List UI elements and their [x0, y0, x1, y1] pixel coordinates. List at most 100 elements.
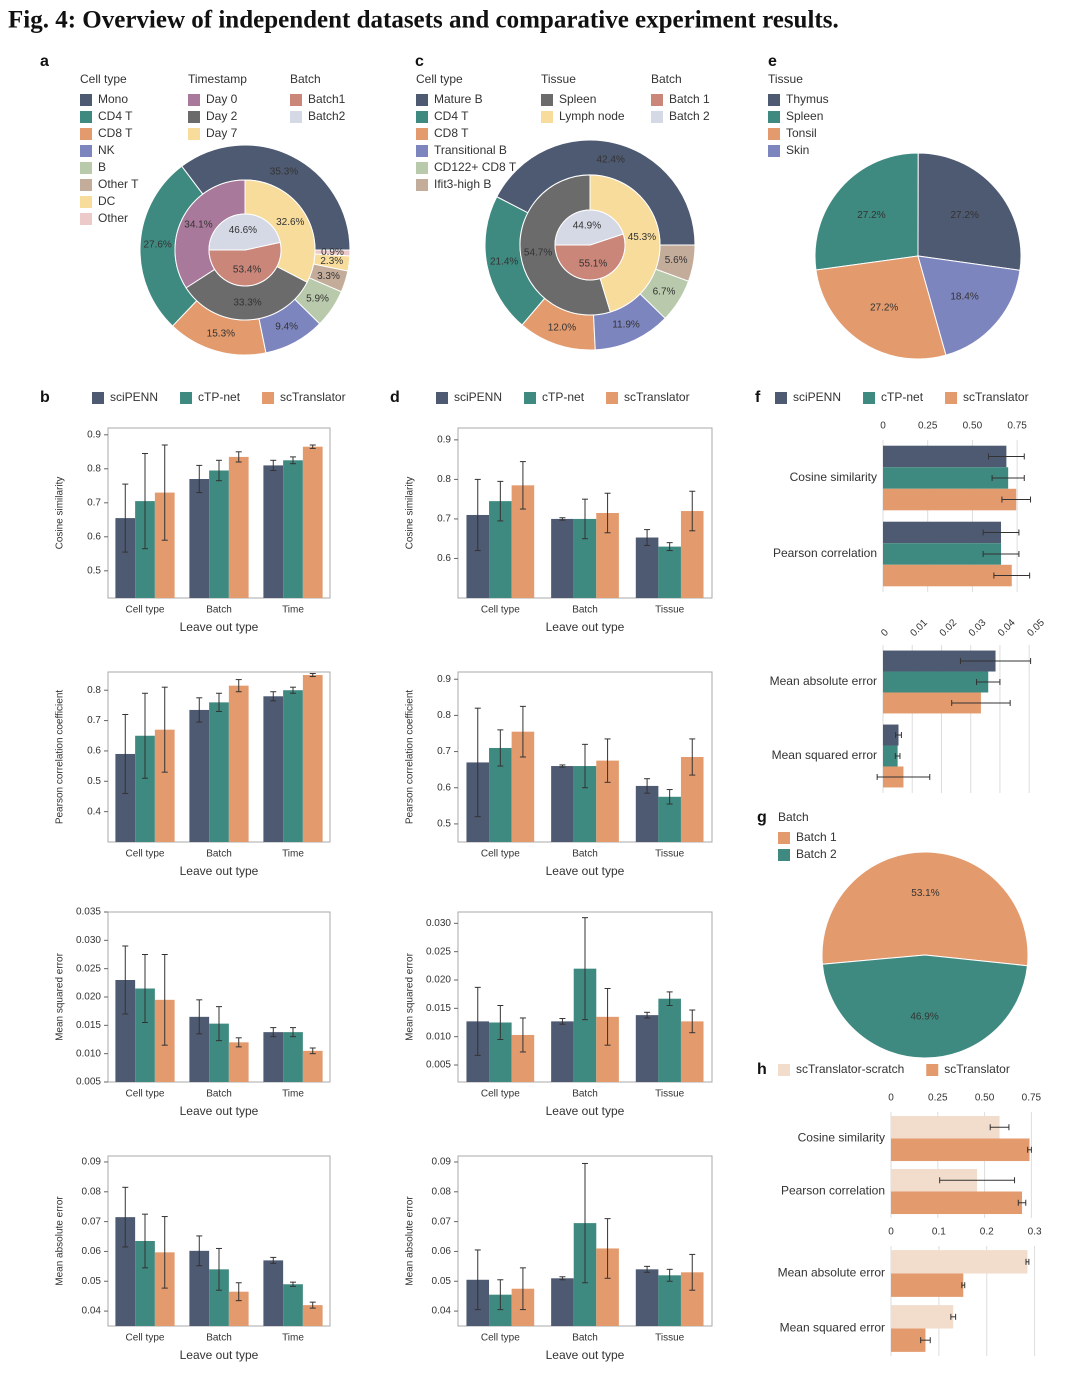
legend-label: CD122+ CD8 T: [434, 160, 517, 174]
y-tick-label: 0.030: [76, 935, 101, 946]
legend-label: scTranslator-scratch: [796, 1062, 904, 1076]
legend-label: Other T: [98, 177, 139, 191]
x-tick-label: Cell type: [481, 1089, 520, 1100]
slice-label: 42.4%: [597, 155, 625, 166]
slice-label: 21.4%: [490, 257, 518, 268]
y-tick-label: 0.8: [437, 710, 451, 721]
slice-label: 53.4%: [233, 264, 261, 275]
y-tick-label: 0.025: [426, 946, 451, 957]
y-tick-label: 0.05: [82, 1276, 102, 1287]
bar: [283, 460, 303, 598]
y-tick-label: 0.09: [82, 1157, 102, 1168]
legend-swatch: [80, 145, 92, 157]
legend-swatch: [863, 392, 876, 404]
legend-swatch: [541, 94, 553, 106]
bar: [263, 465, 284, 598]
legend-swatch: [290, 111, 302, 123]
legend-label: CD4 T: [434, 109, 469, 123]
y-tick-label: 0.7: [437, 514, 451, 525]
bar: [115, 980, 136, 1082]
bar: [115, 518, 136, 598]
slice-label: 32.6%: [276, 217, 304, 228]
y-tick-label: 0.06: [82, 1246, 102, 1257]
slice: [815, 255, 947, 360]
bar: [489, 501, 512, 598]
legend-label: sciPENN: [110, 390, 158, 404]
panel-letter: f: [755, 389, 761, 406]
x-tick-label: Tissue: [655, 605, 685, 616]
x-tick-label: Batch: [206, 849, 232, 860]
y-tick-label: 0.025: [76, 963, 101, 974]
legend-swatch: [188, 94, 200, 106]
legend-label: Batch 2: [669, 109, 710, 123]
x-tick-label: 0.04: [996, 617, 1018, 639]
y-tick-label: 0.5: [437, 819, 451, 830]
legend-swatch: [768, 111, 780, 123]
legend-label: sciPENN: [793, 390, 841, 404]
x-axis-label: Leave out type: [180, 864, 259, 878]
legend-label: DC: [98, 194, 116, 208]
slice-label: 44.9%: [573, 221, 601, 232]
bar: [209, 470, 229, 598]
legend-swatch: [80, 213, 92, 225]
x-tick-label: Batch: [206, 605, 232, 616]
slice-label: 46.6%: [229, 225, 257, 236]
legend-swatch: [188, 128, 200, 140]
legend-label: Spleen: [786, 109, 823, 123]
legend-swatch: [606, 392, 619, 404]
panel-letter: h: [757, 1061, 767, 1078]
x-tick-label: Tissue: [655, 1333, 685, 1344]
bar: [511, 485, 535, 598]
bar: [680, 511, 704, 598]
bar: [883, 445, 1007, 468]
bar: [302, 1050, 323, 1082]
bar: [551, 1021, 574, 1082]
legend-swatch: [768, 145, 780, 157]
legend-swatch: [768, 94, 780, 106]
bar: [209, 702, 229, 842]
legend-label: NK: [98, 143, 115, 157]
legend-title: Tissue: [768, 72, 803, 86]
legend-label: Batch2: [308, 109, 346, 123]
x-axis-label: Leave out type: [546, 1348, 625, 1362]
slice: [554, 209, 624, 246]
slice-label: 0.9%: [321, 247, 344, 258]
y-axis-label: Cosine similarity: [405, 477, 416, 550]
y-tick-label: 0.07: [432, 1216, 452, 1227]
x-tick-label: 0.75: [1007, 421, 1027, 432]
x-tick-label: 0.25: [918, 421, 938, 432]
bar: [596, 1016, 619, 1082]
bar: [209, 1269, 229, 1326]
bar: [891, 1115, 1000, 1139]
slice-label: 27.2%: [870, 302, 898, 313]
bar: [573, 766, 597, 842]
legend-label: scTranslator: [944, 1062, 1010, 1076]
legend-swatch: [290, 94, 302, 106]
legend-swatch: [778, 849, 790, 861]
x-tick-label: Time: [282, 605, 304, 616]
legend-swatch: [768, 128, 780, 140]
slice-label: 3.3%: [317, 271, 340, 282]
legend-label: Other: [98, 211, 128, 225]
slice-label: 6.7%: [653, 286, 676, 297]
legend-title: Batch: [290, 72, 321, 86]
bar: [189, 1016, 210, 1082]
legend-label: Mono: [98, 92, 128, 106]
bar: [228, 1042, 249, 1082]
slice-label: 2.3%: [320, 256, 343, 267]
bar: [658, 1275, 681, 1326]
legend-label: Tonsil: [786, 126, 817, 140]
x-tick-label: 0.1: [932, 1227, 946, 1238]
bar: [883, 467, 1009, 489]
bar: [635, 537, 659, 598]
legend-swatch: [80, 128, 92, 140]
legend-swatch: [80, 162, 92, 174]
legend-swatch: [651, 111, 663, 123]
bar: [883, 564, 1012, 587]
legend-swatch: [778, 832, 790, 844]
bar: [115, 753, 136, 842]
slice: [821, 954, 1028, 1059]
bar: [189, 709, 210, 842]
y-tick-label: Cosine similarity: [790, 470, 877, 484]
